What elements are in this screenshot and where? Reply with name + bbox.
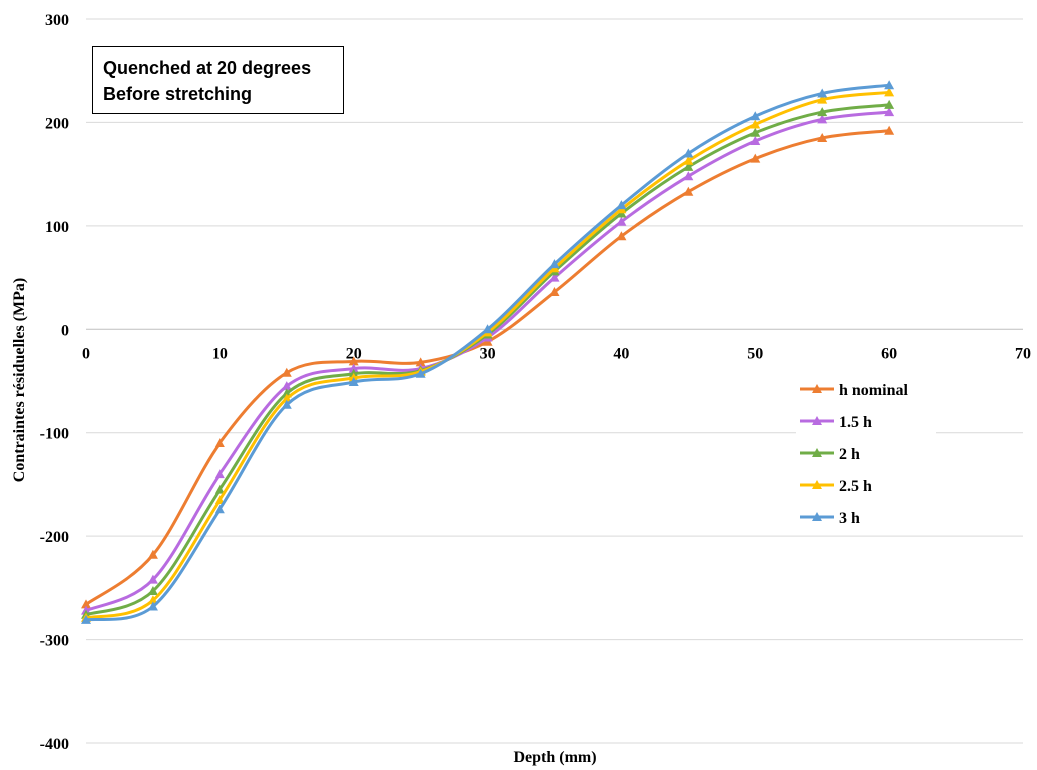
legend-marker: [812, 384, 822, 393]
data-point-marker: [817, 107, 828, 117]
series-3-h: [81, 80, 895, 624]
data-point-marker: [616, 200, 627, 210]
series-2-5-h: [81, 87, 895, 622]
legend-label: 2.5 h: [839, 478, 872, 495]
data-point-marker: [482, 324, 493, 334]
data-point-marker: [884, 125, 895, 135]
data-point-marker: [750, 136, 761, 146]
x-tick-label: 0: [82, 345, 90, 362]
legend-item: 2.5 h: [800, 478, 872, 495]
legend-marker: [812, 448, 822, 457]
data-point-marker: [81, 599, 91, 609]
y-tick-label: -200: [40, 529, 69, 546]
series-h-nominal: [81, 125, 895, 609]
y-tick-label: 300: [45, 12, 69, 29]
data-point-marker: [683, 186, 694, 196]
data-point-marker: [214, 494, 225, 504]
x-tick-label: 70: [1015, 345, 1031, 362]
data-point-marker: [616, 216, 627, 226]
data-point-marker: [549, 287, 560, 297]
y-axis-title: Contraintes résiduelles (MPa): [11, 278, 28, 482]
x-tick-label: 60: [881, 345, 897, 362]
series-group: [81, 80, 895, 624]
legend-item: 2 h: [800, 446, 860, 463]
data-point-marker: [415, 368, 426, 378]
y-tick-label: -300: [40, 633, 69, 650]
legend-item: h nominal: [800, 382, 908, 399]
data-point-marker: [683, 171, 694, 181]
data-point-marker: [884, 107, 895, 117]
y-tick-labels: 300 200 100 0 -100 -200 -300 -400: [40, 12, 69, 753]
data-point-marker: [750, 119, 761, 129]
data-point-marker: [281, 381, 292, 391]
data-point-marker: [281, 393, 292, 403]
data-point-marker: [884, 87, 895, 97]
data-point-marker: [549, 272, 560, 282]
y-tick-label: -100: [40, 426, 69, 443]
legend: h nominal 1.5 h 2 h 2.5 h 3 h: [800, 382, 908, 527]
x-tick-label: 30: [480, 345, 496, 362]
legend-item: 3 h: [800, 510, 860, 527]
x-tick-label: 20: [346, 345, 362, 362]
data-point-marker: [817, 114, 828, 124]
data-point-marker: [683, 155, 694, 165]
data-point-marker: [147, 574, 158, 584]
x-tick-label: 10: [212, 345, 228, 362]
legend-label: 2 h: [839, 446, 860, 463]
data-point-marker: [817, 88, 828, 98]
data-point-marker: [214, 504, 225, 514]
legend-marker: [812, 416, 822, 425]
legend-label: 3 h: [839, 510, 860, 527]
data-point-marker: [817, 132, 828, 142]
data-point-marker: [348, 356, 359, 366]
data-point-marker: [281, 399, 292, 409]
legend-label: 1.5 h: [839, 414, 872, 431]
data-point-marker: [281, 367, 292, 377]
y-tick-label: -400: [40, 736, 69, 753]
y-tick-label: 200: [45, 115, 69, 132]
data-point-marker: [147, 601, 158, 611]
data-point-marker: [549, 259, 560, 269]
data-point-marker: [884, 99, 895, 109]
x-tick-labels: 0 10 20 30 40 50 60 70: [82, 345, 1031, 362]
data-point-marker: [750, 127, 761, 137]
data-point-marker: [147, 585, 158, 595]
legend-marker: [812, 512, 822, 521]
data-point-marker: [683, 161, 694, 171]
data-point-marker: [81, 614, 91, 624]
annotation-line-1: Quenched at 20 degrees: [103, 58, 312, 78]
gridlines: [86, 18, 1023, 744]
data-point-marker: [147, 595, 158, 605]
x-tick-label: 40: [613, 345, 629, 362]
x-axis-title: Depth (mm): [513, 749, 596, 766]
data-point-marker: [214, 484, 225, 494]
data-point-marker: [348, 363, 359, 373]
annotation-box: Quenched at 20 degrees Before stretching: [92, 46, 344, 114]
data-point-marker: [214, 469, 225, 479]
data-point-marker: [147, 549, 158, 559]
legend-item: 1.5 h: [800, 414, 872, 431]
y-tick-label: 100: [45, 219, 69, 236]
y-tick-label: 0: [61, 322, 69, 339]
data-point-marker: [616, 231, 627, 241]
legend-label: h nominal: [839, 382, 908, 399]
data-point-marker: [750, 153, 761, 163]
annotation-line-2: Before stretching: [103, 84, 253, 104]
x-tick-label: 50: [747, 345, 763, 362]
data-point-marker: [415, 357, 426, 367]
data-point-marker: [817, 94, 828, 104]
legend-marker: [812, 480, 822, 489]
data-point-marker: [214, 438, 225, 448]
data-point-marker: [750, 111, 761, 121]
data-point-marker: [884, 80, 895, 90]
data-point-marker: [683, 148, 694, 158]
data-point-marker: [348, 377, 359, 387]
